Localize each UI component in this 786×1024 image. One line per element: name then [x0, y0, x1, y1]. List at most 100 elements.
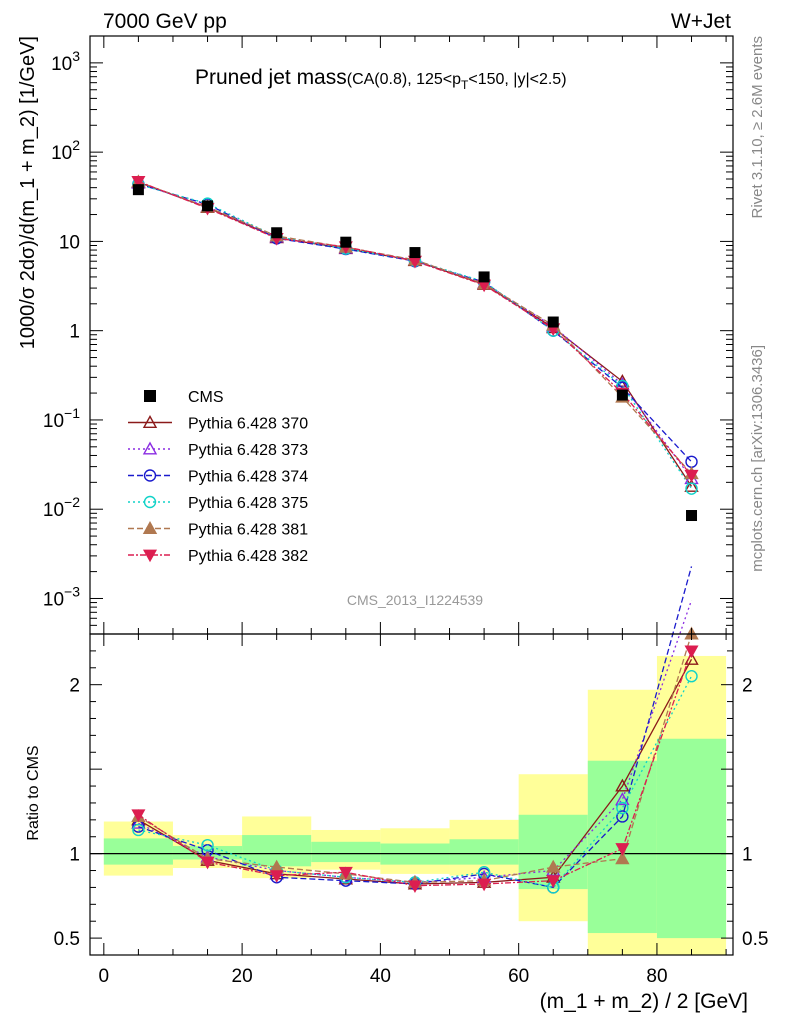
- marker-triangle-down: [142, 549, 158, 563]
- ratio-y-tick-label-right: 0.5: [742, 929, 768, 950]
- legend-label: Pythia 6.428 381: [188, 522, 308, 539]
- marker-square: [144, 390, 156, 402]
- ratio-y-tick-label: 0.5: [54, 929, 80, 950]
- marker-triangle-down: [477, 878, 492, 892]
- marker-square: [686, 510, 698, 522]
- main-plot-marks: [131, 174, 699, 522]
- ratio-series-line: [138, 675, 693, 889]
- marker-triangle-down: [684, 469, 699, 483]
- legend-entry-data: CMS: [144, 389, 224, 406]
- marker-square: [478, 271, 490, 283]
- chart-subtitle-pre: (CA(0.8), 125<p: [347, 71, 461, 88]
- y-tick-label: 10: [59, 232, 80, 253]
- marker-square: [340, 236, 352, 248]
- ratio-frame: [89, 633, 734, 956]
- y-tick-label-exp: 2: [72, 137, 80, 153]
- marker-circle: [685, 670, 698, 683]
- marker-triangle-down: [407, 880, 422, 893]
- chart-subtitle-sub: T: [461, 78, 469, 92]
- chart-title-main: Pruned jet mass: [195, 66, 347, 89]
- y-tick-label-base: 10: [51, 54, 72, 75]
- legend-entry: Pythia 6.428 374: [128, 469, 308, 486]
- ratio-series-group: [131, 645, 699, 893]
- data-points: [132, 184, 698, 522]
- y-tick-label-exp: −1: [64, 405, 80, 421]
- ratio-y-tick-label: 2: [69, 676, 80, 697]
- marker-square: [616, 389, 628, 401]
- header-left: 7000 GeV pp: [103, 10, 227, 33]
- y-tick-label-base: 10: [43, 500, 64, 521]
- legend-entry: Pythia 6.428 370: [128, 415, 308, 433]
- legend-entry: Pythia 6.428 375: [128, 495, 308, 512]
- ratio-y-axis-label: Ratio to CMS: [25, 745, 42, 840]
- marker-triangle-down: [131, 176, 146, 189]
- ratio-y-tick-label: 1: [69, 845, 80, 866]
- marker-triangle-down: [269, 870, 284, 883]
- y-tick-label: 1: [69, 322, 80, 343]
- band-green: [656, 738, 727, 939]
- marker-triangle: [142, 441, 158, 455]
- y-tick-label-exp: 3: [72, 48, 80, 64]
- x-tick-label: 40: [370, 966, 391, 987]
- marker-square: [547, 316, 559, 328]
- marker-circle: [143, 469, 157, 482]
- rivet-version-label: Rivet 3.1.10, ≥ 2.6M events: [749, 36, 766, 219]
- legend-entry: Pythia 6.428 382: [128, 548, 308, 565]
- legend-label: Pythia 6.428 374: [188, 469, 308, 486]
- marker-triangle-down: [615, 843, 630, 856]
- marker-triangle: [615, 778, 630, 792]
- marker-square: [409, 247, 421, 259]
- legend-label: Pythia 6.428 382: [188, 548, 308, 565]
- marker-triangle-down: [131, 809, 146, 823]
- marker-triangle: [142, 521, 158, 534]
- marker-triangle: [142, 415, 158, 428]
- y-tick-label-exp: −3: [64, 583, 80, 599]
- marker-circle: [616, 810, 629, 823]
- y-tick-label: 102: [51, 137, 80, 164]
- y-tick-label-exp: −2: [64, 494, 80, 510]
- y-tick-label: 10−3: [43, 583, 80, 610]
- y-tick-label: 10−2: [43, 494, 80, 521]
- x-tick-label: 60: [508, 966, 529, 987]
- analysis-watermark: CMS_2013_I1224539: [347, 592, 483, 608]
- legend-entry: Pythia 6.428 381: [128, 521, 308, 539]
- legend-label: Pythia 6.428 373: [188, 442, 308, 459]
- legend-label: CMS: [188, 389, 224, 406]
- legend-label: Pythia 6.428 370: [188, 416, 308, 433]
- legend: CMS Pythia 6.428 370 Pythia 6.428 373 Pythi…: [128, 389, 308, 565]
- ratio-y-tick-label-right: 1: [742, 845, 753, 866]
- marker-triangle-down: [684, 645, 699, 659]
- ratio-y-tick-label-right: 2: [742, 676, 753, 697]
- marker-square: [132, 184, 144, 196]
- marker-circle: [143, 495, 157, 509]
- marker-circle: [616, 801, 629, 815]
- header-right: W+Jet: [671, 10, 731, 33]
- band-green: [311, 841, 381, 863]
- marker-square: [202, 200, 214, 212]
- ratio-plot-marks: [131, 566, 699, 894]
- marker-circle: [685, 482, 698, 495]
- y-tick-label-base: 10: [43, 411, 64, 432]
- y-axis-label: 1000/σ 2dσ)/d(m_1 + m_2) [1/GeV]: [17, 36, 39, 349]
- x-tick-label: 20: [232, 966, 253, 987]
- legend-label: Pythia 6.428 375: [188, 495, 308, 512]
- x-tick-label: 0: [99, 966, 110, 987]
- marker-circle: [132, 823, 145, 837]
- main-panel: [90, 36, 733, 634]
- marker-triangle: [684, 478, 699, 492]
- marker-triangle-down: [546, 875, 561, 888]
- x-axis-label: (m_1 + m_2) / 2 [GeV]: [540, 990, 748, 1013]
- chart-subtitle-post: <150, |y|<2.5): [468, 71, 566, 88]
- marker-triangle: [546, 859, 561, 873]
- x-tick-label: 80: [646, 966, 667, 987]
- y-tick-label: 103: [51, 48, 80, 75]
- marker-triangle-down: [200, 856, 215, 870]
- band-green: [103, 838, 173, 865]
- band-green: [449, 839, 519, 865]
- marker-triangle-down: [338, 866, 353, 880]
- marker-triangle: [615, 792, 630, 806]
- y-tick-label: 10−1: [43, 405, 80, 432]
- mcplots-label: mcplots.cern.ch [arXiv:1306.3436]: [749, 345, 766, 572]
